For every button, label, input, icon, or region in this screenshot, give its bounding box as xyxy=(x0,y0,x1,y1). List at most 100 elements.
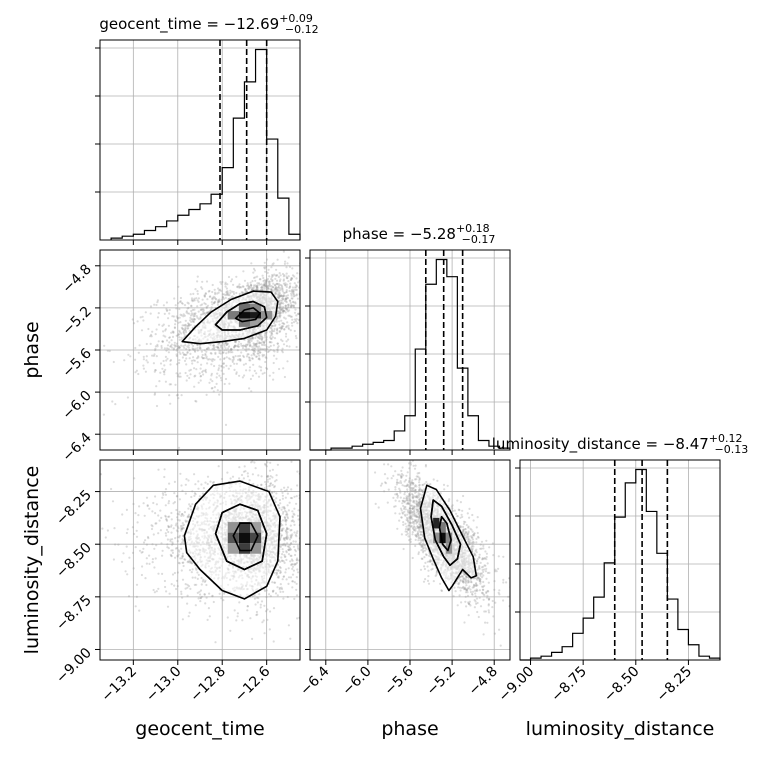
scatter-point xyxy=(182,579,184,581)
scatter-point xyxy=(303,295,305,297)
scatter-point xyxy=(137,320,139,322)
scatter-point xyxy=(277,504,279,506)
scatter-point xyxy=(264,350,266,352)
scatter-point xyxy=(296,346,298,348)
scatter-point xyxy=(171,583,173,585)
panel-content xyxy=(66,238,346,449)
scatter-point xyxy=(185,588,187,590)
scatter-point xyxy=(156,355,158,357)
scatter-point xyxy=(166,347,168,349)
scatter-point xyxy=(281,553,283,555)
scatter-point xyxy=(306,542,308,544)
scatter-point xyxy=(178,351,180,353)
scatter-point xyxy=(217,346,219,348)
scatter-point xyxy=(264,262,266,264)
scatter-point xyxy=(201,596,203,598)
scatter-point xyxy=(238,601,240,603)
scatter-point xyxy=(213,365,215,367)
scatter-point xyxy=(224,357,226,359)
scatter-point xyxy=(217,456,219,458)
scatter-point xyxy=(169,540,171,542)
scatter-point xyxy=(257,601,259,603)
scatter-point xyxy=(209,481,211,483)
scatter-point xyxy=(296,272,298,274)
scatter-point xyxy=(295,563,297,565)
scatter-point xyxy=(211,380,213,382)
scatter-point xyxy=(296,617,298,619)
scatter-point xyxy=(315,530,317,532)
scatter-point xyxy=(195,297,197,299)
scatter-point xyxy=(268,346,270,348)
scatter-point xyxy=(228,383,230,385)
scatter-point xyxy=(195,368,197,370)
scatter-point xyxy=(212,358,214,360)
scatter-point xyxy=(196,290,198,292)
scatter-point xyxy=(295,337,297,339)
scatter-point xyxy=(179,321,181,323)
scatter-point xyxy=(277,259,279,261)
scatter-point xyxy=(282,348,284,350)
scatter-point xyxy=(293,546,295,548)
scatter-point xyxy=(265,283,267,285)
scatter-point xyxy=(166,543,168,545)
scatter-point xyxy=(249,479,251,481)
scatter-point xyxy=(221,281,223,283)
scatter-point xyxy=(206,362,208,364)
scatter-point xyxy=(189,353,191,355)
scatter-point xyxy=(294,453,296,455)
scatter-point xyxy=(220,457,222,459)
scatter-point xyxy=(276,332,278,334)
scatter-point xyxy=(282,598,284,600)
scatter-point xyxy=(292,515,294,517)
scatter-point xyxy=(294,282,296,284)
scatter-point xyxy=(133,322,135,324)
scatter-point xyxy=(252,337,254,339)
scatter-point xyxy=(288,287,290,289)
scatter-point xyxy=(278,295,280,297)
scatter-point xyxy=(285,559,287,561)
scatter-point xyxy=(344,243,346,245)
scatter-point xyxy=(217,389,219,391)
x-tick-label: −8.25 xyxy=(654,664,696,706)
scatter-point xyxy=(168,325,170,327)
scatter-point xyxy=(267,278,269,280)
scatter-point xyxy=(184,344,186,346)
scatter-point xyxy=(295,589,297,591)
scatter-point xyxy=(275,358,277,360)
title-text: geocent_time = xyxy=(99,15,223,34)
scatter-point xyxy=(253,461,255,463)
scatter-point xyxy=(176,335,178,337)
scatter-point xyxy=(243,477,245,479)
scatter-point xyxy=(251,638,253,640)
scatter-point xyxy=(156,405,158,407)
scatter-point xyxy=(171,344,173,346)
scatter-point xyxy=(266,465,268,467)
scatter-point xyxy=(177,317,179,319)
scatter-point xyxy=(236,371,238,373)
scatter-point xyxy=(204,370,206,372)
scatter-point xyxy=(177,519,179,521)
scatter-point xyxy=(158,324,160,326)
scatter-point xyxy=(284,261,286,263)
scatter-point xyxy=(279,316,281,318)
scatter-point xyxy=(307,548,309,550)
scatter-point xyxy=(295,314,297,316)
scatter-point xyxy=(197,350,199,352)
scatter-point xyxy=(238,466,240,468)
scatter-point xyxy=(242,347,244,349)
scatter-point xyxy=(315,598,317,600)
scatter-point xyxy=(289,283,291,285)
scatter-point xyxy=(206,597,208,599)
scatter-point xyxy=(269,610,271,612)
scatter-point xyxy=(168,500,170,502)
scatter-point xyxy=(247,605,249,607)
scatter-point xyxy=(160,517,162,519)
scatter-point xyxy=(113,558,115,560)
scatter-point xyxy=(183,565,185,567)
scatter-point xyxy=(197,488,199,490)
scatter-point xyxy=(239,358,241,360)
scatter-point xyxy=(168,483,170,485)
scatter-point xyxy=(231,278,233,280)
scatter-point xyxy=(161,368,163,370)
scatter-point xyxy=(296,532,298,534)
